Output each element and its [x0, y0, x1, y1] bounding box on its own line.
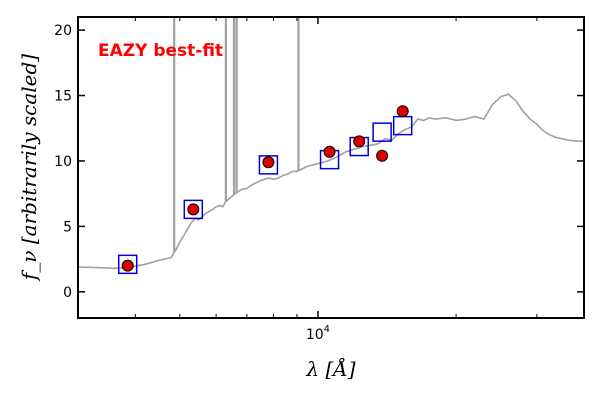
model-photometry-square: [117, 254, 138, 275]
y-axis-label: f_ν [arbitrarily scaled]: [17, 54, 41, 282]
y-tick-label: 0: [63, 285, 72, 301]
y-tick-label: 15: [54, 89, 72, 105]
observed-flux-point: [262, 156, 275, 169]
plot-content: [77, 17, 584, 275]
plot-frame: [77, 16, 585, 319]
y-tick-label: 20: [54, 23, 72, 39]
observed-flux-point: [353, 135, 366, 148]
x-tick-label-10000: 104: [306, 324, 330, 343]
observed-flux-point: [187, 203, 200, 216]
model-photometry-square: [183, 199, 204, 220]
template-spectrum-line: [77, 93, 584, 270]
x-tick-label-base: 10: [306, 327, 324, 343]
observed-flux-point: [396, 105, 409, 118]
observed-flux-point: [323, 145, 336, 158]
model-photometry-square: [258, 155, 279, 175]
x-tick-label-exponent: 4: [324, 324, 330, 335]
observed-flux-point: [121, 259, 134, 272]
observed-flux-point: [376, 149, 389, 162]
model-photometry-square: [372, 122, 392, 142]
x-axis-label: λ [Å]: [305, 356, 355, 381]
y-tick-label: 5: [63, 219, 72, 235]
axis-ticks: 0 5 10 15 20: [54, 17, 584, 318]
y-tick-label: 10: [54, 154, 72, 170]
chart-annotation: EAZY best-fit: [98, 41, 223, 61]
